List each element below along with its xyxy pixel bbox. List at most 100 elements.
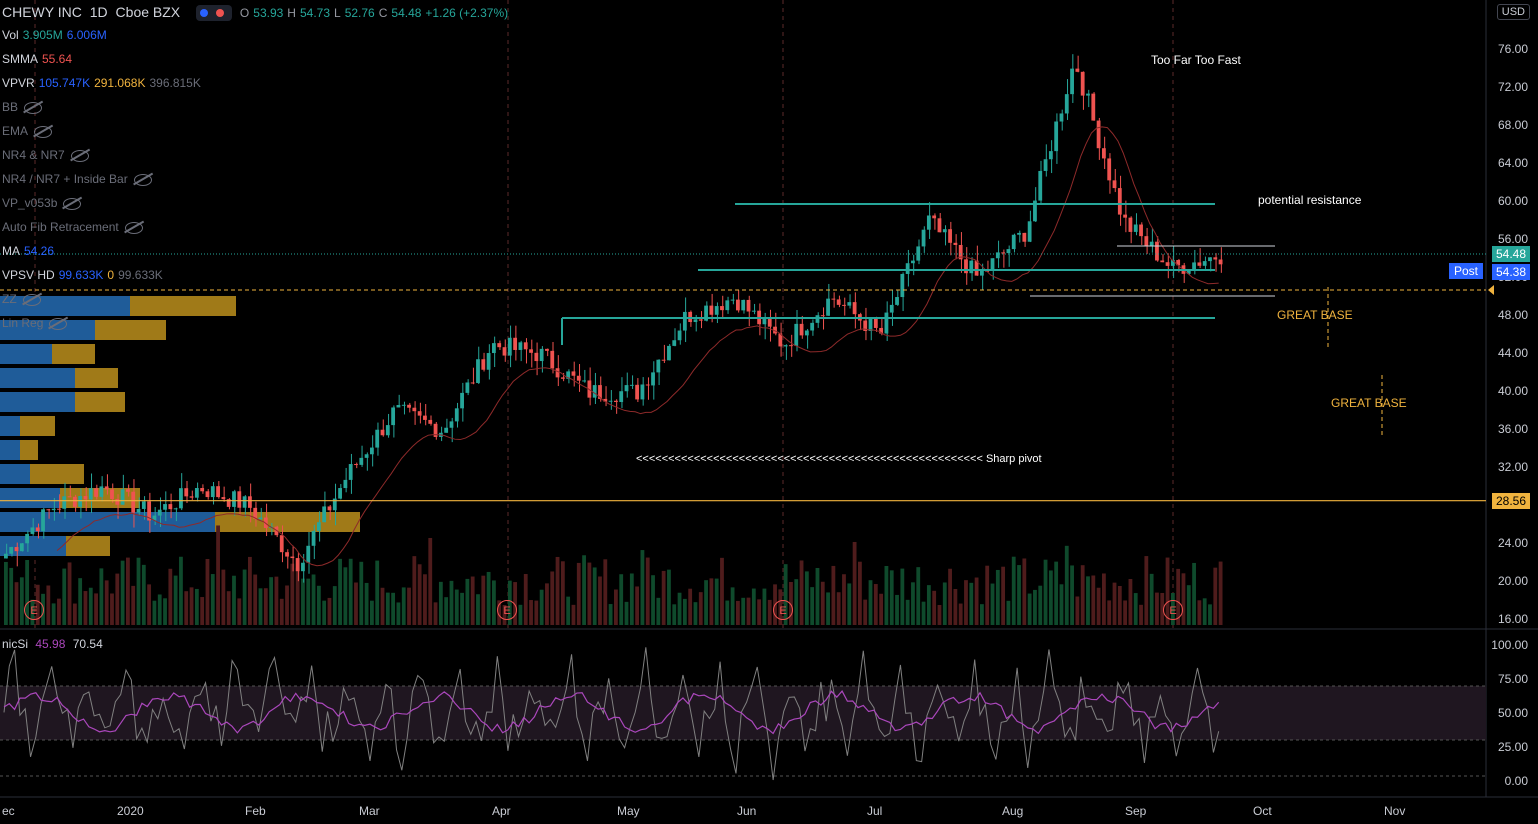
candle-body: [1218, 259, 1223, 265]
candle-body: [513, 337, 518, 350]
indicator-row[interactable]: VPVR 105.747K 291.068K 396.815K: [2, 76, 201, 90]
candle-body: [454, 408, 459, 422]
symbol-header[interactable]: CHEWY INC 1D Cboe BZX O 53.93 H 54.73 L 52.76…: [2, 4, 516, 22]
candle-body: [1202, 261, 1207, 266]
candle-body: [598, 385, 602, 399]
indicator-row[interactable]: EMA: [2, 124, 53, 138]
volume-profile-bar: [0, 392, 75, 412]
candle-body: [370, 447, 374, 455]
time-tick-label: 2020: [117, 804, 144, 818]
volume-bar: [232, 575, 236, 625]
candle-body: [863, 320, 868, 331]
volume-bar: [1091, 575, 1096, 625]
candle-body: [131, 491, 136, 513]
candle-body: [163, 504, 167, 510]
indicator-row[interactable]: Auto Fib Retracement: [2, 220, 143, 234]
volume-bar: [152, 600, 157, 625]
candle-body: [385, 425, 390, 436]
eye-hidden-icon[interactable]: [49, 317, 68, 330]
annotation-sharp-pivot[interactable]: <<<<<<<<<<<<<<<<<<<<<<<<<<<<<<<<<<<<<<<<…: [636, 453, 1042, 465]
volume-bar: [189, 587, 194, 625]
candle-body: [1144, 236, 1149, 246]
compare-toggle-icon[interactable]: [196, 5, 233, 22]
volume-bar: [1033, 589, 1037, 625]
volume-bar: [624, 601, 629, 625]
oscillator-line-2: [3, 647, 1220, 781]
volume-bar: [799, 560, 804, 625]
annotation-potential-resistance[interactable]: potential resistance: [1258, 193, 1362, 207]
annotation-great-base-2[interactable]: GREAT BASE: [1331, 396, 1407, 410]
volume-bar: [205, 558, 210, 625]
candle-body: [911, 260, 915, 264]
indicator-row[interactable]: VP_v053b: [2, 196, 82, 210]
annotation-too-far[interactable]: Too Far Too Fast: [1151, 53, 1241, 67]
oscillator-name: nicSi: [2, 637, 29, 651]
candle-body: [1091, 93, 1096, 121]
indicator-row[interactable]: MA 54.26: [2, 244, 54, 258]
volume-bar: [370, 600, 374, 625]
indicator-row[interactable]: BB: [2, 100, 43, 114]
volume-bar: [237, 598, 242, 625]
indicator-value: 55.64: [42, 52, 73, 66]
indicator-name: ZZ: [2, 292, 17, 306]
candle-body: [820, 315, 825, 317]
time-tick-label: Feb: [245, 804, 266, 818]
eye-hidden-icon[interactable]: [22, 293, 41, 306]
candle-body: [67, 496, 72, 498]
oscillator-value-2: 70.54: [72, 637, 103, 651]
candle-body: [120, 489, 125, 505]
candle-body: [9, 547, 14, 554]
candle-body: [460, 392, 464, 409]
volume-bar: [242, 569, 247, 625]
volume-bar: [1218, 561, 1223, 625]
candle-body: [1043, 159, 1048, 171]
time-tick-label: Aug: [1002, 804, 1024, 818]
volume-bar: [184, 591, 189, 625]
candle-body: [714, 306, 719, 315]
currency-button[interactable]: USD: [1496, 4, 1530, 20]
indicator-row[interactable]: SMMA 55.64: [2, 52, 72, 66]
indicator-row[interactable]: NR4 & NR7: [2, 148, 89, 162]
candle-body: [661, 359, 666, 361]
eye-hidden-icon[interactable]: [124, 221, 143, 234]
indicator-row[interactable]: ZZ: [2, 292, 41, 306]
candle-body: [179, 488, 183, 509]
volume-bar: [306, 578, 311, 625]
candle-body: [964, 259, 968, 274]
volume-bar: [179, 556, 183, 625]
volume-bar: [322, 600, 327, 625]
candle-body: [428, 419, 433, 424]
candle-body: [295, 558, 300, 572]
candle-body: [545, 348, 549, 351]
annotation-great-base-1[interactable]: GREAT BASE: [1277, 308, 1353, 322]
volume-bar: [868, 580, 873, 625]
volume-bar: [1181, 573, 1186, 625]
indicator-row[interactable]: VPSV HD 99.633K 0 99.633K: [2, 268, 163, 282]
eye-hidden-icon[interactable]: [63, 197, 82, 210]
candle-body: [502, 347, 507, 356]
eye-hidden-icon[interactable]: [133, 173, 152, 186]
volume-bar: [926, 585, 931, 625]
volume-bar: [46, 585, 51, 625]
earnings-badge[interactable]: E: [497, 600, 517, 620]
candle-body: [900, 273, 905, 298]
indicator-row[interactable]: Vol 3.905M 6.006M: [2, 28, 107, 42]
volume-bar: [51, 603, 56, 625]
earnings-badge[interactable]: E: [773, 600, 793, 620]
volume-bar: [751, 588, 756, 625]
volume-bar: [147, 584, 152, 625]
eye-hidden-icon[interactable]: [34, 125, 53, 138]
eye-hidden-icon[interactable]: [70, 149, 89, 162]
volume-bar: [948, 568, 952, 625]
volume-bar: [136, 557, 141, 625]
indicator-row[interactable]: NR4 / NR7 + Inside Bar: [2, 172, 152, 186]
time-tick-label: ec: [2, 804, 15, 818]
earnings-badge[interactable]: E: [24, 600, 44, 620]
exchange: Cboe BZX: [115, 4, 181, 20]
candle-body: [497, 343, 502, 348]
eye-hidden-icon[interactable]: [24, 101, 43, 114]
indicator-row[interactable]: Lin Reg: [2, 316, 68, 330]
volume-bar: [295, 567, 300, 625]
earnings-badge[interactable]: E: [1163, 600, 1183, 620]
